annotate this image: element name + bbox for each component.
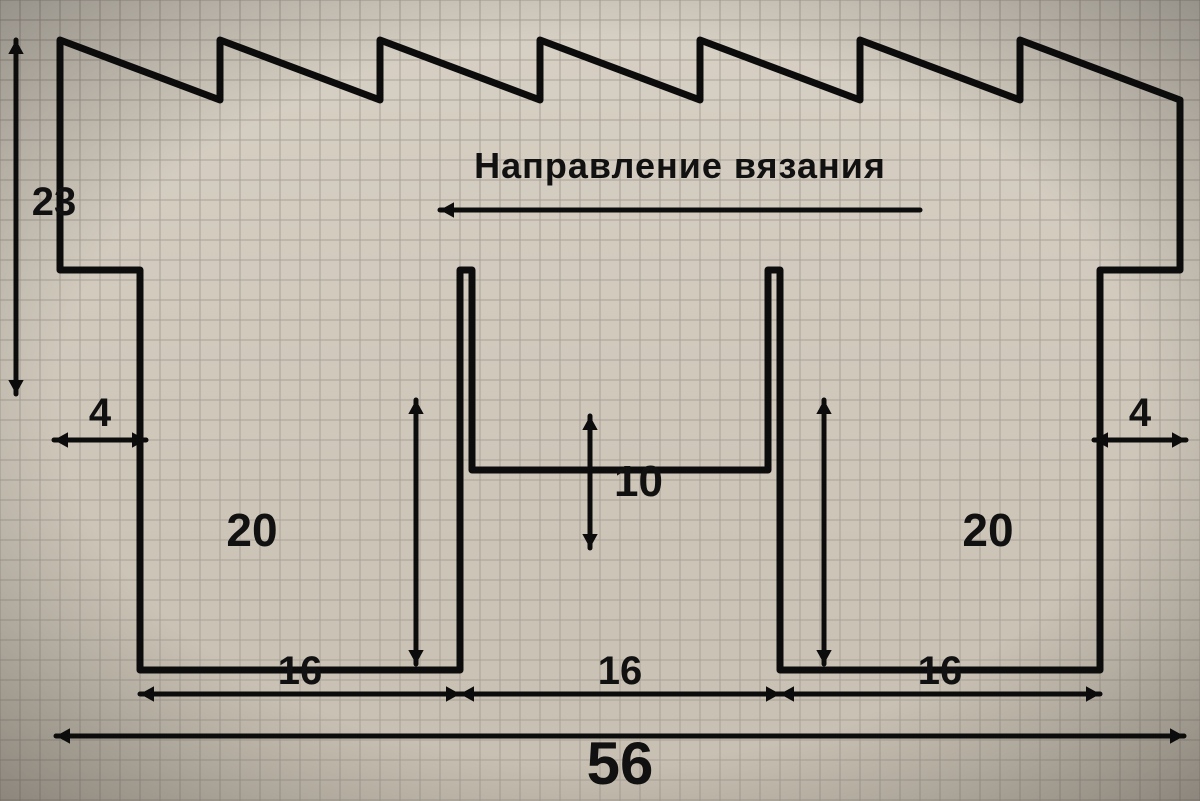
dim-seg-16-a: 16 (278, 649, 323, 693)
dim-total-56: 56 (587, 730, 654, 797)
dim-edge-left-4: 4 (89, 391, 112, 435)
dim-seg-16-b: 16 (598, 649, 643, 693)
dim-height-23: 23 (32, 180, 77, 224)
direction-title: Направление вязания (474, 145, 886, 186)
dim-edge-right-4: 4 (1129, 391, 1152, 435)
dim-center-notch-10: 10 (614, 457, 663, 506)
dim-panel-left-20: 20 (226, 504, 277, 556)
diagram-canvas: Направление вязания 23 4 4 20 20 10 16 1… (0, 0, 1200, 801)
diagram-svg: Направление вязания 23 4 4 20 20 10 16 1… (0, 0, 1200, 801)
dim-panel-right-20: 20 (962, 504, 1013, 556)
dim-seg-16-c: 16 (918, 649, 963, 693)
